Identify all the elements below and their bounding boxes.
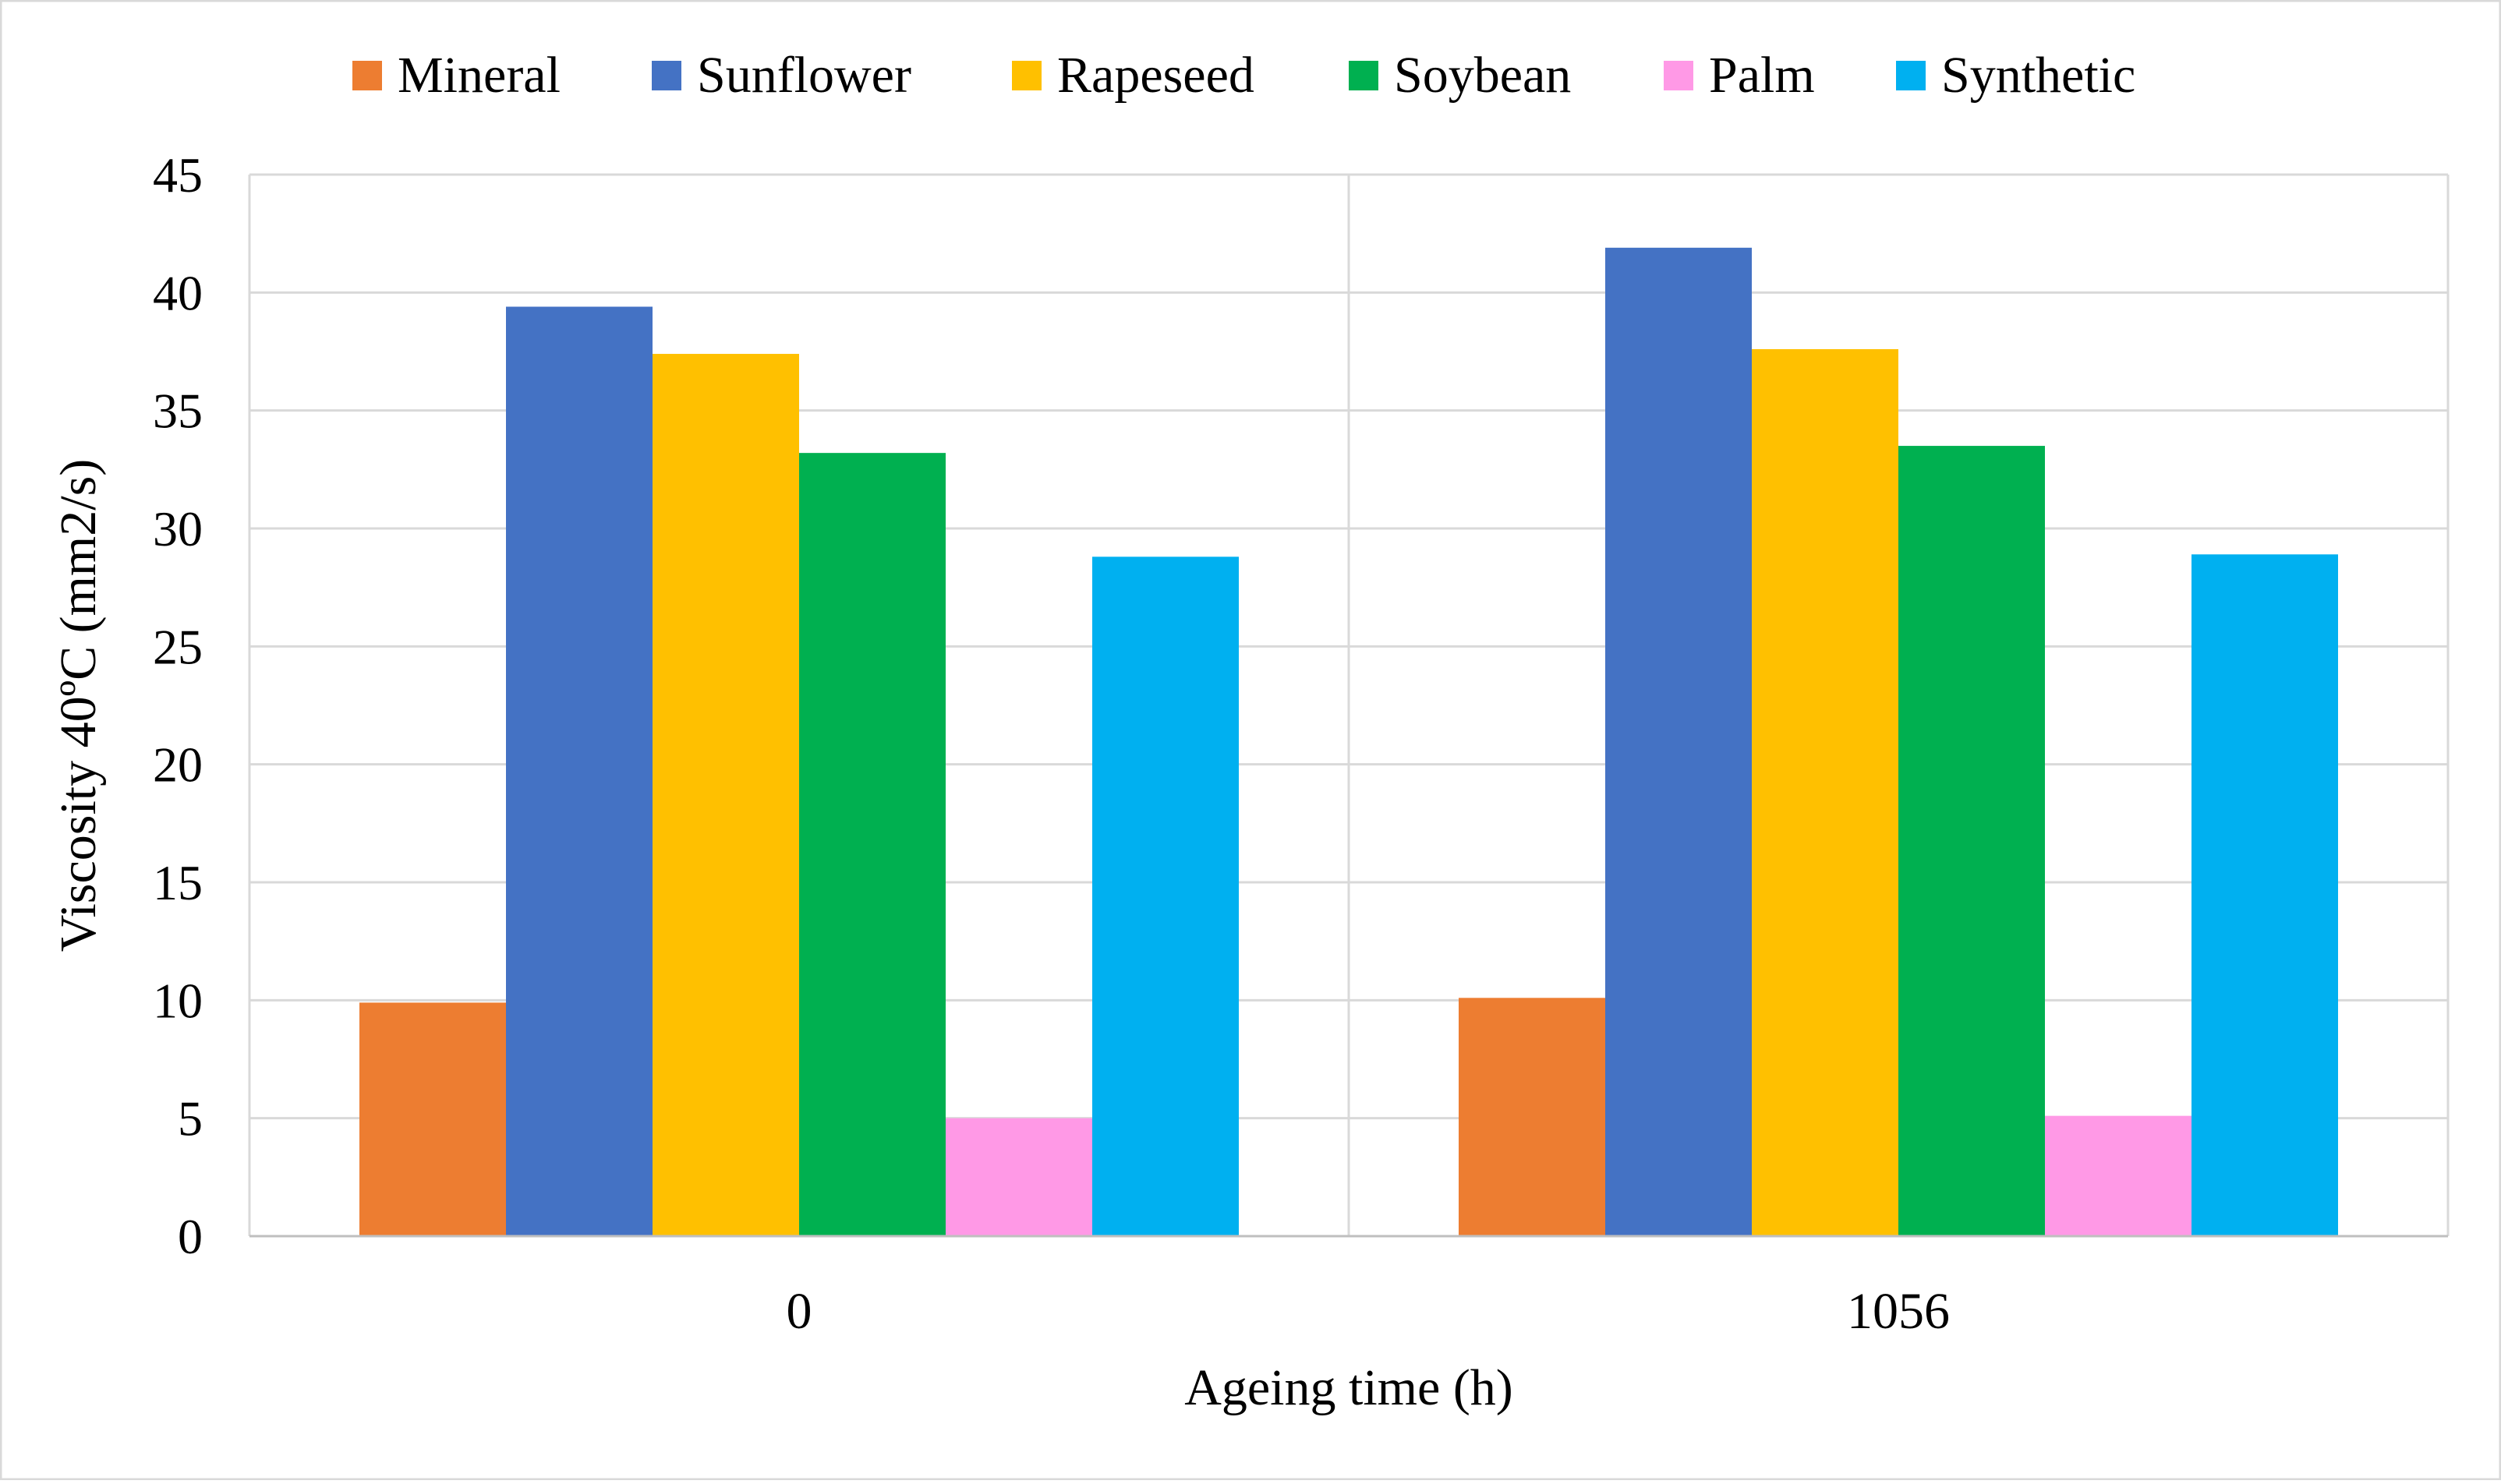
y-tick-label: 30 (153, 501, 203, 556)
legend-label-soybean: Soybean (1394, 47, 1571, 104)
bar-mineral-1056 (1459, 998, 1605, 1236)
y-tick-label: 15 (153, 855, 203, 910)
legend-swatch-sunflower (652, 61, 681, 90)
y-tick-label: 35 (153, 383, 203, 439)
legend-label-palm: Palm (1709, 47, 1815, 104)
y-tick-label: 45 (153, 147, 203, 203)
legend-label-mineral: Mineral (398, 47, 561, 104)
y-tick-label: 20 (153, 737, 203, 793)
bar-rapeseed-1056 (1752, 348, 1898, 1236)
bar-synthetic-1056 (2191, 554, 2338, 1236)
bar-synthetic-0 (1092, 556, 1239, 1236)
legend-swatch-synthetic (1896, 61, 1926, 90)
x-tick-label: 0 (787, 1283, 812, 1340)
legend-swatch-palm (1664, 61, 1693, 90)
bar-mineral-0 (359, 1002, 506, 1236)
y-tick-label: 40 (153, 265, 203, 320)
x-tick-label: 1056 (1847, 1283, 1950, 1340)
legend-swatch-soybean (1349, 61, 1378, 90)
bar-sunflower-0 (506, 306, 653, 1236)
y-tick-label: 0 (178, 1209, 203, 1264)
legend: Mineral Sunflower Rapeseed Soybean Palm Synth… (352, 47, 2135, 104)
legend-label-synthetic: Synthetic (1941, 47, 2135, 104)
axes: 0 5 10 15 20 25 30 35 40 45 0 1056 (153, 147, 2448, 1340)
legend-swatch-rapeseed (1012, 61, 1042, 90)
bar-palm-1056 (2045, 1115, 2191, 1236)
bar-rapeseed-0 (653, 354, 799, 1237)
x-axis-title: Ageing time (h) (1184, 1359, 1513, 1416)
bars (359, 247, 2338, 1237)
legend-swatch-mineral (352, 61, 382, 90)
bar-palm-0 (946, 1118, 1092, 1236)
y-tick-label: 5 (178, 1091, 203, 1147)
bar-sunflower-1056 (1605, 247, 1752, 1236)
y-axis-title: Viscosity 40ºC (mm2/s) (50, 459, 107, 952)
y-tick-label: 10 (153, 973, 203, 1028)
legend-label-sunflower: Sunflower (697, 47, 911, 104)
legend-label-rapeseed: Rapeseed (1057, 47, 1254, 104)
y-tick-label: 25 (153, 619, 203, 674)
bar-soybean-1056 (1898, 446, 2045, 1236)
bar-soybean-0 (799, 453, 946, 1236)
